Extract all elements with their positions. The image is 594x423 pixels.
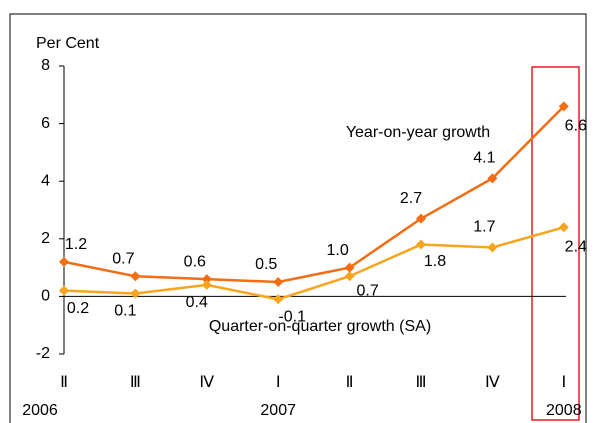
point-marker [201, 279, 212, 290]
frame [9, 13, 587, 423]
highlight-box [531, 66, 580, 421]
data-label: 0.1 [114, 303, 136, 320]
x-tick-label: Ⅳ [485, 374, 500, 391]
series-annotation: Quarter-on-quarter growth (SA) [209, 318, 431, 335]
x-tick-label: Ⅰ [561, 374, 566, 391]
x-tick-label: Ⅱ [60, 374, 68, 391]
year-label: 2007 [260, 402, 296, 419]
y-tick-label: 8 [41, 57, 50, 74]
x-tick-label: Ⅲ [415, 374, 426, 391]
series-annotation: Year-on-year growth [346, 124, 490, 141]
data-label: 1.0 [326, 242, 348, 259]
point-marker [201, 274, 212, 285]
data-label: 2.4 [565, 238, 587, 255]
data-label: 1.2 [65, 236, 87, 253]
point-marker [59, 256, 69, 267]
point-marker [487, 242, 498, 253]
point-marker [558, 101, 569, 112]
data-label: 0.7 [356, 282, 378, 299]
year-label: 2008 [546, 402, 582, 419]
point-marker [273, 277, 284, 287]
point-marker [344, 262, 355, 273]
point-marker [130, 288, 141, 299]
data-label: 0.5 [255, 256, 277, 273]
data-label: 1.7 [473, 219, 495, 236]
year-label: 2006 [22, 402, 58, 419]
x-tick-label: Ⅲ [130, 374, 141, 391]
data-label: 0.7 [112, 250, 134, 267]
series-line [63, 105, 565, 284]
point-marker [130, 271, 141, 282]
data-label: 6.6 [565, 118, 587, 135]
data-label: 0.6 [184, 253, 206, 270]
y-axis-label: Per Cent [36, 35, 100, 52]
data-label: -0.1 [278, 308, 306, 325]
y-tick-label: 0 [41, 288, 50, 305]
series-line [63, 226, 565, 301]
x-tick-label: Ⅱ [346, 374, 354, 391]
x-tick-label: Ⅳ [199, 374, 214, 391]
y-tick-label: 6 [41, 115, 50, 132]
data-label: 4.1 [473, 150, 495, 167]
point-marker [273, 294, 284, 305]
data-label: 0.2 [67, 300, 89, 317]
data-label: 2.7 [400, 190, 422, 207]
point-marker [416, 239, 426, 250]
y-tick-label: -2 [36, 345, 50, 362]
point-marker [416, 213, 426, 224]
y-tick-label: 4 [41, 172, 50, 189]
y-tick-label: 2 [41, 230, 50, 247]
data-label: 1.8 [424, 253, 446, 270]
point-marker [558, 222, 569, 233]
point-marker [487, 173, 498, 184]
point-marker [344, 271, 355, 282]
data-label: 0.4 [186, 294, 208, 311]
point-marker [59, 285, 69, 296]
x-tick-label: Ⅰ [276, 374, 281, 391]
